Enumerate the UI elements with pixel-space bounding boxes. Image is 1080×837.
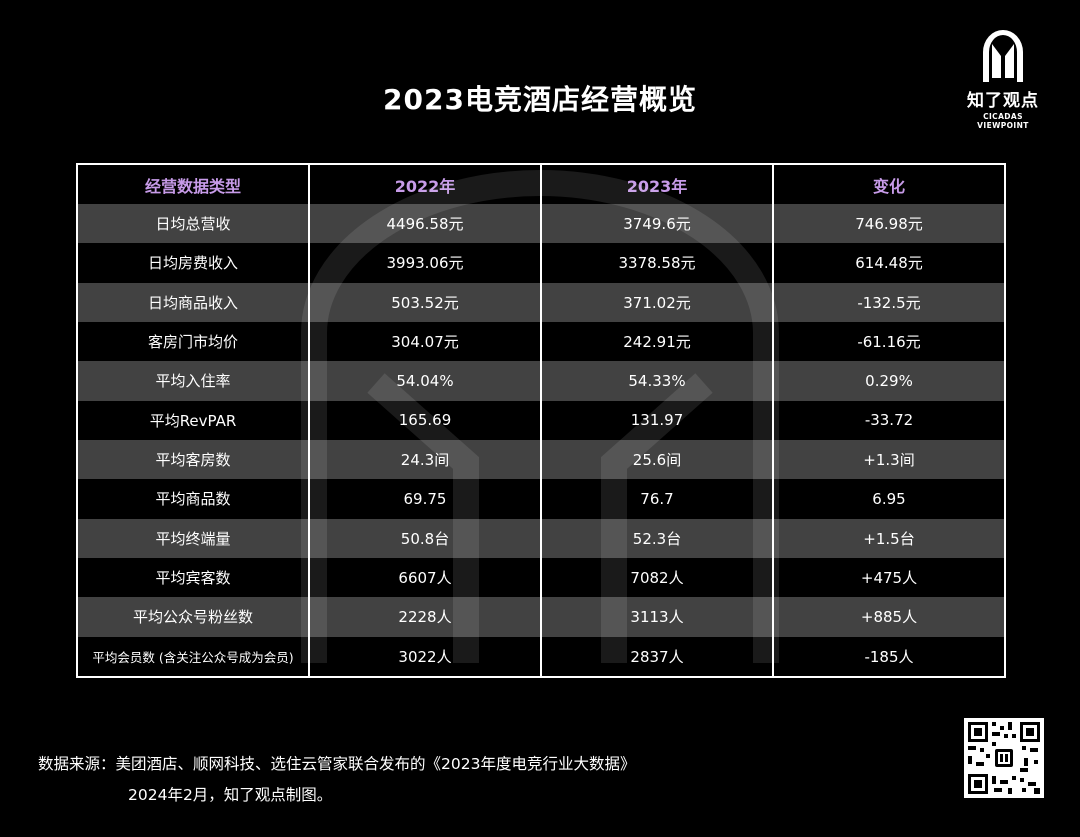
table-row: 平均终端量 50.8台 52.3台 +1.5台 bbox=[76, 518, 1006, 558]
column-header: 经营数据类型 bbox=[76, 164, 310, 204]
table-cell: 76.7 bbox=[540, 479, 774, 519]
qr-code bbox=[964, 718, 1044, 798]
table-cell: 165.69 bbox=[308, 400, 542, 440]
table-cell: 平均客房数 bbox=[76, 439, 310, 480]
table-cell: 平均RevPAR bbox=[76, 400, 310, 440]
logo-name-cn: 知了观点 bbox=[967, 91, 1039, 111]
table-cell: 7082人 bbox=[540, 557, 774, 598]
table-cell: -132.5元 bbox=[772, 282, 1006, 322]
table-cell: 平均终端量 bbox=[76, 518, 310, 558]
table-row: 客房门市均价 304.07元 242.91元 -61.16元 bbox=[76, 321, 1006, 362]
page-title: 2023电竞酒店经营概览 bbox=[383, 83, 697, 116]
column-header: 2023年 bbox=[540, 164, 774, 204]
table-cell: +1.3间 bbox=[772, 439, 1006, 480]
column-header: 2022年 bbox=[308, 164, 542, 204]
data-table-container: 经营数据类型 2022年 2023年 变化 日均总营收 4496.58元 374… bbox=[76, 163, 1006, 678]
table-cell: 平均入住率 bbox=[76, 361, 310, 401]
table-cell: 平均公众号粉丝数 bbox=[76, 597, 310, 637]
table-cell: 平均商品数 bbox=[76, 479, 310, 519]
data-table: 经营数据类型 2022年 2023年 变化 日均总营收 4496.58元 374… bbox=[76, 163, 1006, 678]
table-header-row: 经营数据类型 2022年 2023年 变化 bbox=[76, 164, 1006, 204]
cicada-logo-icon bbox=[983, 30, 1023, 82]
source-note: 数据来源：美团酒店、顺网科技、选住云管家联合发布的《2023年度电竞行业大数据》… bbox=[38, 749, 635, 811]
table-cell: 日均商品收入 bbox=[76, 282, 310, 322]
table-cell: -33.72 bbox=[772, 400, 1006, 440]
table-cell: 平均宾客数 bbox=[76, 557, 310, 598]
table-cell: 24.3间 bbox=[308, 439, 542, 480]
table-cell: 6.95 bbox=[772, 479, 1006, 519]
table-cell: 2837人 bbox=[540, 636, 774, 677]
table-cell: 3993.06元 bbox=[308, 243, 542, 283]
table-cell: 69.75 bbox=[308, 479, 542, 519]
logo-name-en: CICADAS VIEWPOINT bbox=[977, 112, 1029, 130]
brand-logo: 知了观点 CICADAS VIEWPOINT bbox=[962, 26, 1044, 130]
table-row: 日均总营收 4496.58元 3749.6元 746.98元 bbox=[76, 204, 1006, 244]
table-cell: 3022人 bbox=[308, 636, 542, 677]
table-row: 平均入住率 54.04% 54.33% 0.29% bbox=[76, 361, 1006, 401]
table-cell: 50.8台 bbox=[308, 518, 542, 558]
table-cell: 4496.58元 bbox=[308, 204, 542, 244]
table-row: 平均商品数 69.75 76.7 6.95 bbox=[76, 479, 1006, 519]
table-cell: 52.3台 bbox=[540, 518, 774, 558]
table-row: 平均宾客数 6607人 7082人 +475人 bbox=[76, 557, 1006, 598]
source-line-2: 2024年2月，知了观点制图。 bbox=[128, 786, 333, 804]
table-row: 平均RevPAR 165.69 131.97 -33.72 bbox=[76, 400, 1006, 440]
table-cell: 3378.58元 bbox=[540, 243, 774, 283]
table-cell: 131.97 bbox=[540, 400, 774, 440]
table-cell: 3749.6元 bbox=[540, 204, 774, 244]
column-header: 变化 bbox=[772, 164, 1006, 204]
table-cell: -61.16元 bbox=[772, 321, 1006, 362]
table-cell: 746.98元 bbox=[772, 204, 1006, 244]
table-cell: +885人 bbox=[772, 597, 1006, 637]
table-row: 平均客房数 24.3间 25.6间 +1.3间 bbox=[76, 439, 1006, 480]
table-row: 平均公众号粉丝数 2228人 3113人 +885人 bbox=[76, 597, 1006, 637]
table-cell: 304.07元 bbox=[308, 321, 542, 362]
table-cell: 54.04% bbox=[308, 361, 542, 401]
table-cell: 日均总营收 bbox=[76, 204, 310, 244]
table-cell: 日均房费收入 bbox=[76, 243, 310, 283]
qr-code-icon bbox=[964, 718, 1044, 798]
table-cell: 54.33% bbox=[540, 361, 774, 401]
table-row: 平均会员数 (含关注公众号成为会员) 3022人 2837人 -185人 bbox=[76, 636, 1006, 677]
table-cell: 6607人 bbox=[308, 557, 542, 598]
table-cell: 平均会员数 (含关注公众号成为会员) bbox=[76, 636, 310, 677]
table-cell: -185人 bbox=[772, 636, 1006, 677]
table-cell: +1.5台 bbox=[772, 518, 1006, 558]
table-cell: +475人 bbox=[772, 557, 1006, 598]
table-cell: 2228人 bbox=[308, 597, 542, 637]
table-cell: 371.02元 bbox=[540, 282, 774, 322]
table-cell: 614.48元 bbox=[772, 243, 1006, 283]
table-cell: 3113人 bbox=[540, 597, 774, 637]
table-cell: 客房门市均价 bbox=[76, 321, 310, 362]
source-line-1: 数据来源：美团酒店、顺网科技、选住云管家联合发布的《2023年度电竞行业大数据》 bbox=[38, 755, 636, 773]
table-cell: 503.52元 bbox=[308, 282, 542, 322]
table-cell: 242.91元 bbox=[540, 321, 774, 362]
table-row: 日均房费收入 3993.06元 3378.58元 614.48元 bbox=[76, 243, 1006, 283]
table-row: 日均商品收入 503.52元 371.02元 -132.5元 bbox=[76, 282, 1006, 322]
table-cell: 25.6间 bbox=[540, 439, 774, 480]
table-cell: 0.29% bbox=[772, 361, 1006, 401]
